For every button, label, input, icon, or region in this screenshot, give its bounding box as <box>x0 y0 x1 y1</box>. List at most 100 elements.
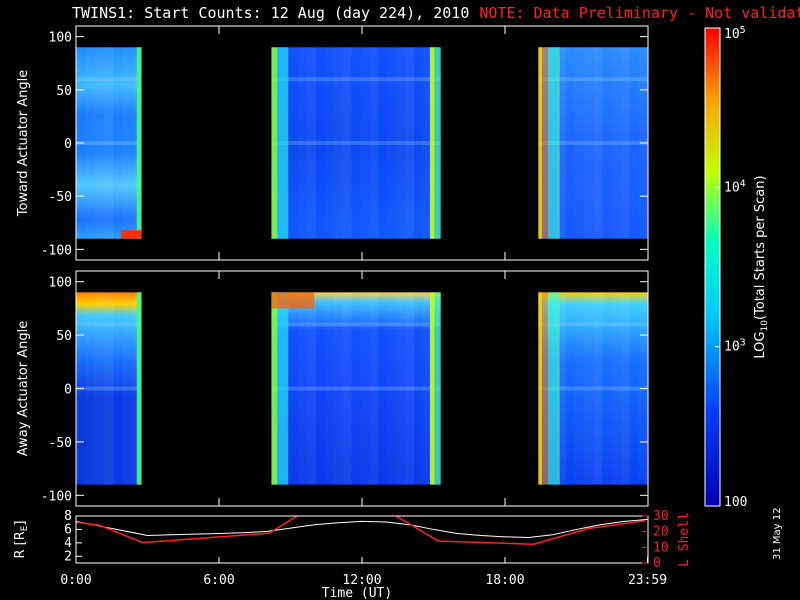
x-tick-label: 12:00 <box>342 573 381 588</box>
y-tick-label: -100 <box>41 243 72 258</box>
angle-band <box>538 141 648 145</box>
y-tick-label: 8 <box>64 509 72 524</box>
heatmap-column <box>593 292 603 485</box>
heatmap-column <box>333 292 343 485</box>
edge-stripe <box>429 47 435 239</box>
y-tick-label: 6 <box>64 522 72 537</box>
hot-band <box>121 230 142 239</box>
colorbar-tick-label: 104 <box>724 178 746 195</box>
y-tick-label: -100 <box>41 489 72 504</box>
heatmap-column <box>405 47 414 239</box>
heatmap-column <box>369 292 379 485</box>
colorbar: 105 104 103 100 LOG10(Total Starts per Scan) <box>704 25 770 510</box>
panel-frame <box>75 515 649 564</box>
y-tick-label: 100 <box>49 276 72 291</box>
heatmap-column <box>584 47 594 239</box>
date-stamp: 31 May 12 <box>772 507 783 560</box>
y-tick-label: 100 <box>49 31 72 46</box>
edge-stripe <box>429 292 435 485</box>
edge-stripe <box>434 292 441 485</box>
edge-stripe <box>277 292 289 485</box>
radius-line <box>76 518 648 538</box>
heatmap-column <box>405 292 414 485</box>
heatmap-column <box>104 47 114 239</box>
edge-stripe <box>538 292 542 485</box>
angle-band <box>76 386 142 391</box>
y-tick-label: -50 <box>49 190 72 205</box>
y-tick-label: -50 <box>49 436 72 451</box>
y2-tick-label: 10 <box>653 540 669 555</box>
angle-band <box>538 322 648 327</box>
heatmap-column <box>593 47 603 239</box>
angle-band <box>76 141 142 145</box>
heatmap-segment <box>76 47 142 239</box>
y-tick-label: 4 <box>64 536 72 551</box>
heatmap-column <box>94 292 105 485</box>
y2-tick-label: 0 <box>653 556 661 571</box>
heatmap-segment <box>271 47 441 239</box>
colorbar-tick-label: 100 <box>724 495 747 510</box>
edge-stripe <box>547 47 560 239</box>
edge-stripe <box>541 47 548 239</box>
heatmap-column <box>307 292 316 485</box>
colorbar-label: LOG10(Total Starts per Scan) <box>753 175 770 358</box>
heatmap-column <box>620 47 630 239</box>
y-tick-label: 0 <box>64 383 72 398</box>
edge-stripe <box>547 292 560 485</box>
heatmap-column <box>369 47 379 239</box>
colorbar-tick-label: 105 <box>724 25 746 42</box>
colorbar-tick-label: 103 <box>724 338 746 355</box>
angle-band <box>538 386 648 391</box>
heatmap-column <box>396 292 406 485</box>
lshell-line <box>76 516 646 545</box>
edge-stripe <box>434 47 441 239</box>
heatmap-segment <box>76 292 142 485</box>
y2-tick-label: 20 <box>653 525 669 540</box>
heatmap-column <box>620 292 630 485</box>
y-tick-label: 0 <box>64 137 72 152</box>
angle-band <box>271 77 441 82</box>
angle-band <box>76 322 142 327</box>
x-tick-label: 23:59 <box>628 573 667 588</box>
hot-band <box>271 292 315 309</box>
angle-band <box>76 77 142 82</box>
y-tick-label: 50 <box>56 329 72 344</box>
toward-heatmap-panel: 100 50 0 -50 -100 Toward Actuator Angle <box>16 25 649 261</box>
heatmap-column <box>342 47 352 239</box>
y2-tick-label: 30 <box>653 509 669 524</box>
heatmap-column <box>396 47 406 239</box>
x-tick-label: 18:00 <box>485 573 524 588</box>
angle-band <box>271 322 441 327</box>
angle-band <box>271 386 441 391</box>
radius-axis-label: R [RE] <box>13 520 30 558</box>
away-heatmap-panel: 100 50 0 -50 -100 Away Actuator Angle <box>16 270 649 507</box>
edge-stripe <box>136 47 142 239</box>
edge-stripe <box>271 47 278 239</box>
heatmap-column <box>556 47 566 239</box>
heatmap-column <box>94 47 105 239</box>
y-tick-label: 2 <box>64 549 72 564</box>
heatmap-column <box>104 292 114 485</box>
edge-stripe <box>538 47 542 239</box>
heatmap-column <box>307 47 316 239</box>
heatmap-column <box>556 292 566 485</box>
y-tick-label: 50 <box>56 84 72 99</box>
heatmap-column <box>584 292 594 485</box>
title-note: NOTE: Data Preliminary - Not validated <box>479 4 800 22</box>
title-main: TWINS1: Start Counts: 12 Aug (day 224), … <box>72 4 470 22</box>
heatmap-segment <box>271 292 441 485</box>
heatmap-column <box>333 47 343 239</box>
plot-title: TWINS1: Start Counts: 12 Aug (day 224), … <box>72 4 800 22</box>
edge-stripe <box>541 292 548 485</box>
edge-stripe <box>277 47 289 239</box>
colorbar-gradient <box>704 27 721 507</box>
angle-band <box>271 141 441 145</box>
angle-band <box>538 77 648 82</box>
xaxis-label: Time (UT) <box>322 586 392 600</box>
lshell-axis-label: L Shell <box>677 512 692 567</box>
x-tick-label: 6:00 <box>203 573 234 588</box>
y-axis-label: Away Actuator Angle <box>16 321 31 456</box>
y-axis-label: Toward Actuator Angle <box>16 70 31 217</box>
